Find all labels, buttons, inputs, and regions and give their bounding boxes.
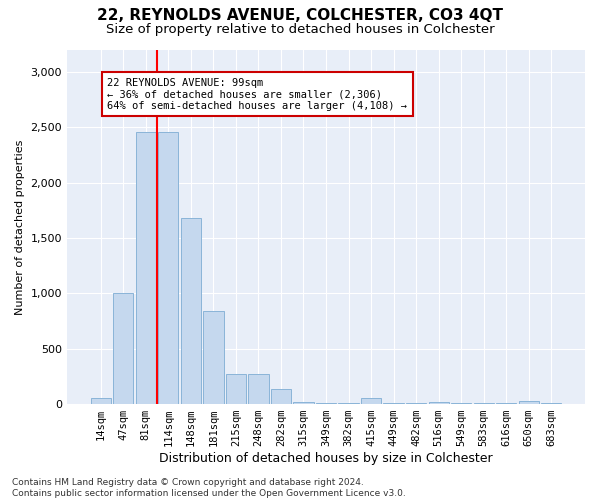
Text: Size of property relative to detached houses in Colchester: Size of property relative to detached ho… (106, 22, 494, 36)
Bar (181, 218, 201, 404)
Bar (248, 374, 269, 404)
Y-axis label: Number of detached properties: Number of detached properties (15, 140, 25, 314)
Text: 22 REYNOLDS AVENUE: 99sqm
← 36% of detached houses are smaller (2,306)
64% of se: 22 REYNOLDS AVENUE: 99sqm ← 36% of detac… (107, 78, 407, 111)
Bar (518, 401, 539, 404)
Bar (496, 403, 517, 404)
Bar (158, 132, 178, 404)
Bar (541, 403, 562, 404)
Text: 22, REYNOLDS AVENUE, COLCHESTER, CO3 4QT: 22, REYNOLDS AVENUE, COLCHESTER, CO3 4QT (97, 8, 503, 22)
Bar (91, 398, 111, 404)
Text: Contains HM Land Registry data © Crown copyright and database right 2024.
Contai: Contains HM Land Registry data © Crown c… (12, 478, 406, 498)
Bar (473, 403, 494, 404)
X-axis label: Distribution of detached houses by size in Colchester: Distribution of detached houses by size … (159, 452, 493, 465)
Bar (361, 398, 381, 404)
Bar (271, 388, 291, 404)
Bar (316, 403, 336, 404)
Bar (203, 311, 224, 404)
Bar (451, 403, 472, 404)
Bar (113, 294, 133, 404)
Bar (293, 402, 314, 404)
Bar (136, 132, 156, 404)
Bar (226, 374, 246, 404)
Bar (383, 403, 404, 404)
Bar (338, 403, 359, 404)
Bar (428, 402, 449, 404)
Bar (406, 403, 426, 404)
